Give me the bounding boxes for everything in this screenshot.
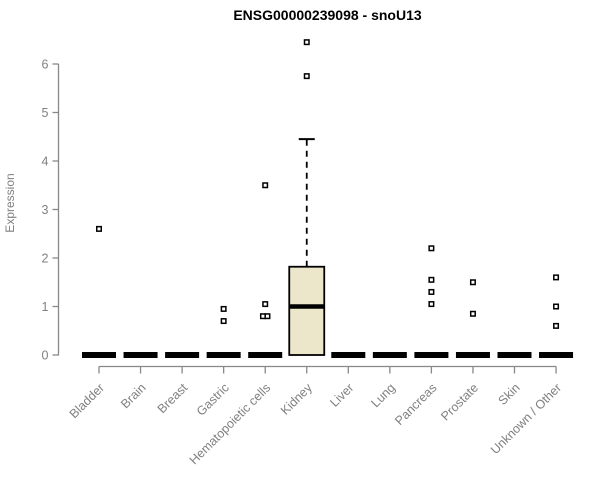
x-tick-label: Bladder bbox=[67, 381, 107, 421]
outlier-point bbox=[428, 288, 435, 295]
outlier-point bbox=[553, 303, 560, 310]
zero-bar bbox=[248, 352, 283, 358]
zero-bar bbox=[206, 352, 241, 358]
outlier-point bbox=[469, 310, 476, 317]
zero-bar bbox=[497, 352, 532, 358]
zero-bar bbox=[414, 352, 449, 358]
y-tick-label: 6 bbox=[42, 58, 49, 72]
zero-bar bbox=[82, 352, 116, 358]
outlier-point bbox=[220, 318, 227, 325]
zero-bar bbox=[455, 352, 490, 358]
box-rect bbox=[288, 265, 326, 356]
outlier-point bbox=[220, 305, 227, 312]
y-tick-label: 4 bbox=[42, 155, 49, 169]
y-tick-label: 0 bbox=[42, 349, 49, 363]
x-tick-label: Lung bbox=[368, 381, 398, 411]
outlier-point bbox=[553, 322, 560, 329]
x-tick-label: Unknown / Other bbox=[488, 381, 564, 457]
outlier-point bbox=[96, 225, 102, 232]
y-tick-label: 1 bbox=[42, 300, 49, 314]
outlier-point bbox=[262, 301, 269, 308]
y-tick-label: 2 bbox=[42, 252, 49, 266]
x-tick-label: Gastric bbox=[194, 381, 232, 419]
outlier-point bbox=[553, 274, 560, 281]
zero-bar bbox=[123, 352, 158, 358]
x-tick-label: Hematopoietic cells bbox=[187, 381, 274, 468]
chart-title: ENSG00000239098 - snoU13 bbox=[233, 7, 422, 23]
x-tick-label: Skin bbox=[496, 381, 523, 408]
zero-bar bbox=[372, 352, 407, 358]
zero-bar bbox=[539, 352, 574, 358]
outlier-point bbox=[428, 301, 435, 308]
zero-bar bbox=[165, 352, 200, 358]
zero-bar bbox=[331, 352, 366, 358]
outlier-point bbox=[469, 279, 476, 286]
outlier-point bbox=[303, 73, 310, 80]
x-tick-label: Prostate bbox=[438, 381, 481, 424]
outlier-point bbox=[264, 313, 271, 320]
y-tick-label: 3 bbox=[42, 203, 49, 217]
y-tick-label: 5 bbox=[42, 106, 49, 120]
outlier-point bbox=[428, 245, 435, 252]
x-tick-label: Kidney bbox=[278, 380, 315, 417]
outlier-point bbox=[303, 39, 310, 46]
x-tick-label: Breast bbox=[155, 380, 191, 416]
x-tick-label: Liver bbox=[327, 381, 356, 410]
x-tick-label: Brain bbox=[118, 381, 149, 412]
outlier-point bbox=[262, 182, 269, 189]
x-tick-label: Pancreas bbox=[392, 381, 439, 428]
outlier-point bbox=[428, 276, 435, 283]
